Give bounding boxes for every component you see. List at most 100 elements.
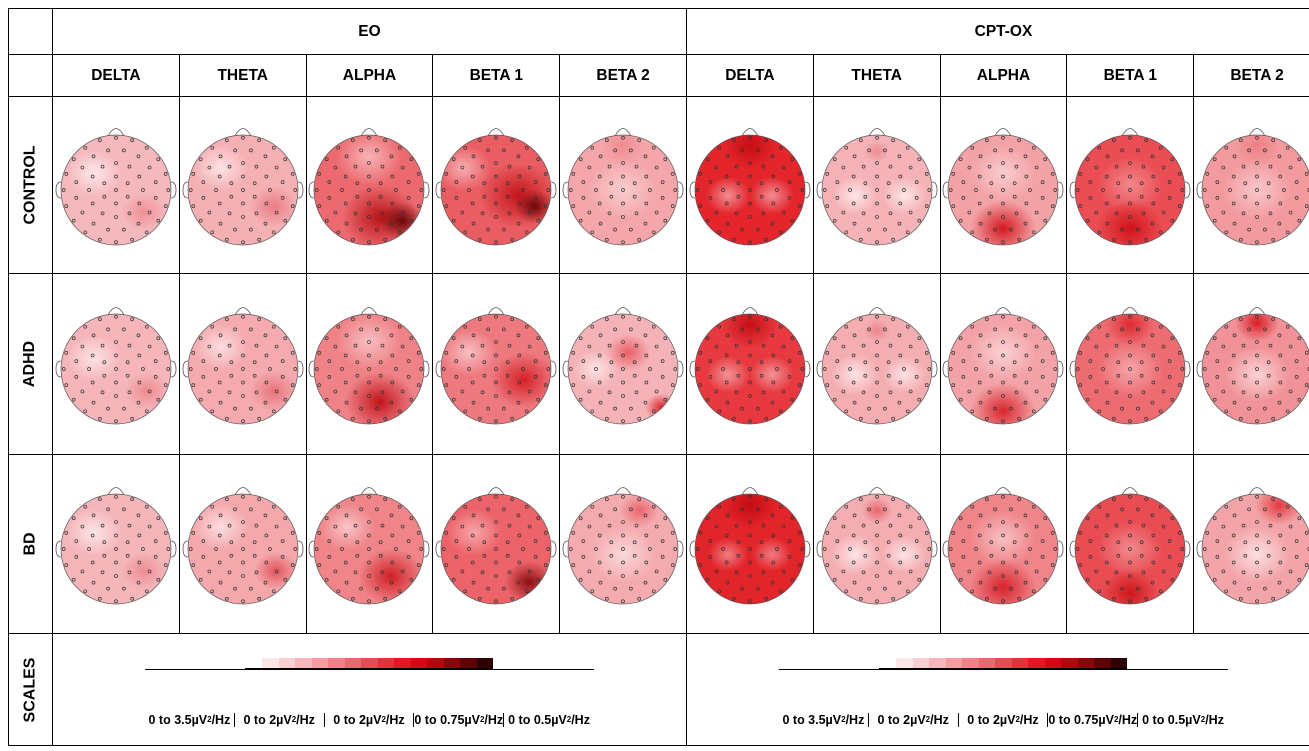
electrode-marker	[874, 174, 879, 179]
electrode-marker	[1013, 181, 1017, 186]
electrode-marker	[83, 589, 88, 594]
electrode-marker	[1255, 135, 1259, 140]
electrode-marker	[897, 154, 901, 159]
electrode-marker	[759, 360, 764, 365]
electrode-marker	[137, 380, 142, 385]
electrode-marker	[340, 188, 345, 192]
electrode-marker	[1231, 380, 1236, 385]
electrode-marker	[355, 373, 360, 378]
electrode-marker	[264, 201, 268, 206]
electrode-marker	[229, 194, 233, 199]
electrode-marker	[643, 221, 648, 226]
electrode-marker	[698, 563, 703, 568]
left-ear	[435, 181, 442, 199]
power-region	[1224, 526, 1291, 583]
electrode-marker	[163, 350, 168, 355]
corner-cell	[9, 9, 53, 55]
electrode-marker	[748, 574, 752, 578]
electrode-marker	[1266, 181, 1271, 186]
electrode-marker	[1294, 375, 1299, 379]
electrode-marker	[510, 596, 515, 601]
electrode-marker	[1043, 157, 1048, 162]
electrode-marker	[381, 523, 385, 528]
electrode-marker	[1024, 400, 1028, 405]
topoplot-svg	[816, 128, 938, 246]
electrode-marker	[367, 215, 372, 219]
electrode-marker	[822, 547, 827, 551]
electrode-marker	[748, 520, 752, 524]
scale-label-value: 0 to 3.5µV	[782, 712, 842, 727]
electrode-marker	[452, 397, 456, 402]
electrode-marker	[351, 497, 356, 502]
colorbar-swatch	[311, 657, 329, 668]
power-region	[882, 355, 927, 394]
electrode-marker	[419, 367, 424, 371]
electrode-marker	[444, 204, 449, 209]
electrode-marker	[724, 380, 729, 385]
electrode-marker	[544, 530, 548, 535]
electrode-marker	[494, 419, 499, 424]
nose	[234, 128, 252, 137]
nose	[868, 128, 886, 137]
electrode-marker	[993, 227, 998, 232]
power-region	[1097, 200, 1164, 245]
electrode-marker	[874, 240, 879, 245]
electrode-marker	[1035, 389, 1039, 394]
scale-label-value: 0 to 2µV	[967, 712, 1016, 727]
topoplot-cell	[433, 274, 561, 455]
electrode-marker	[927, 188, 931, 192]
electrode-marker	[609, 181, 614, 186]
electrode-marker	[1277, 333, 1282, 338]
left-ear	[1196, 540, 1203, 558]
electrode-marker	[80, 344, 85, 349]
electrode-marker	[1001, 419, 1006, 424]
electrode-marker	[1232, 400, 1237, 405]
electrode-marker	[87, 188, 91, 192]
electrode-marker	[367, 547, 372, 551]
electrode-marker	[778, 230, 783, 235]
electrode-marker	[345, 513, 349, 518]
electrode-marker	[951, 383, 956, 388]
electrode-marker	[1105, 201, 1109, 206]
electrode-marker	[147, 524, 152, 529]
electrode-marker	[334, 210, 338, 215]
electrode-marker	[764, 416, 768, 421]
power-region	[722, 314, 778, 349]
left-ear	[562, 540, 569, 558]
electrode-marker	[605, 596, 609, 601]
electrode-marker	[1105, 174, 1109, 179]
head-outline	[187, 493, 299, 605]
electrode-marker	[354, 570, 358, 575]
electrode-marker	[927, 367, 931, 371]
electrode-marker	[609, 553, 614, 558]
electrode-marker	[609, 373, 614, 378]
electrode-marker	[1288, 569, 1293, 574]
electrode-marker	[1162, 569, 1166, 574]
electrode-marker	[959, 336, 964, 341]
nose	[487, 307, 505, 316]
electrode-marker	[863, 181, 867, 186]
electrode-marker	[409, 397, 414, 402]
electrode-marker	[486, 406, 491, 411]
electrode-marker	[705, 157, 710, 162]
electrode-marker	[502, 586, 507, 591]
electrode-marker	[355, 194, 360, 199]
electrode-marker	[698, 350, 703, 355]
electrode-marker	[621, 419, 625, 424]
electrode-marker	[734, 343, 739, 348]
electrode-marker	[454, 539, 459, 543]
electrode-marker	[832, 577, 837, 582]
electrode-marker	[787, 180, 792, 184]
electrode-marker	[546, 547, 551, 551]
electrode-marker	[629, 507, 633, 512]
electrode-marker	[252, 553, 257, 558]
electrode-marker	[166, 547, 171, 551]
topoplot-cell	[940, 97, 1068, 274]
electrode-marker	[463, 409, 468, 414]
electrode-marker	[613, 507, 618, 512]
electrode-marker	[80, 389, 85, 394]
electrode-marker	[1228, 367, 1232, 371]
electrode-marker	[1043, 516, 1048, 521]
electrode-marker	[1009, 586, 1014, 591]
electrode-marker	[217, 380, 222, 385]
